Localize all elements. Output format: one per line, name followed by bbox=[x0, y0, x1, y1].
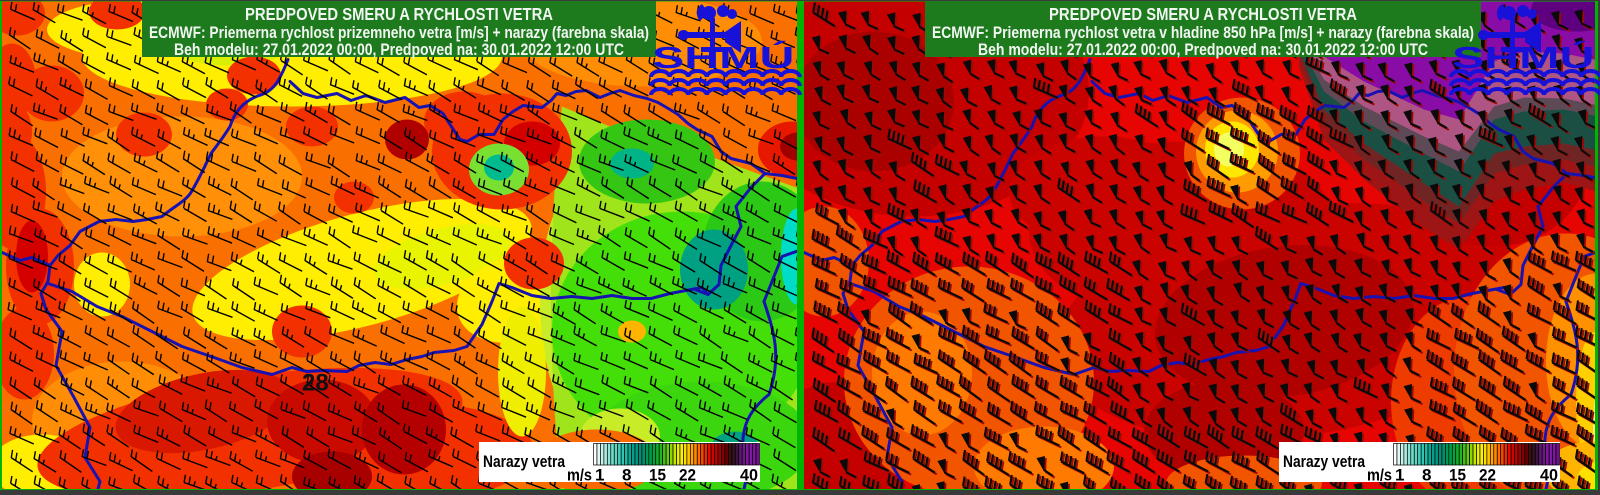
svg-text:15: 15 bbox=[649, 466, 666, 485]
svg-text:ECMWF: Priemerna rychlost vetr: ECMWF: Priemerna rychlost vetra v hladin… bbox=[932, 23, 1474, 42]
svg-text:40: 40 bbox=[740, 466, 758, 485]
svg-text:1: 1 bbox=[595, 466, 604, 485]
svg-text:28: 28 bbox=[302, 370, 329, 397]
svg-text:8: 8 bbox=[622, 466, 631, 485]
svg-text:Beh modelu: 27.01.2022 00:00,: Beh modelu: 27.01.2022 00:00, Predpoved … bbox=[978, 40, 1428, 59]
svg-text:ECMWF: Priemerna rychlost priz: ECMWF: Priemerna rychlost prizemneho vet… bbox=[149, 23, 649, 42]
svg-text:PREDPOVED SMERU A RYCHLOSTI VE: PREDPOVED SMERU A RYCHLOSTI VETRA bbox=[1049, 4, 1357, 24]
svg-text:22: 22 bbox=[679, 466, 696, 485]
svg-text:m/s: m/s bbox=[567, 466, 592, 485]
svg-text:Narazy vetra: Narazy vetra bbox=[483, 452, 565, 471]
svg-text:PREDPOVED SMERU A RYCHLOSTI VE: PREDPOVED SMERU A RYCHLOSTI VETRA bbox=[245, 4, 553, 24]
svg-text:SHMÚ: SHMÚ bbox=[652, 40, 794, 75]
svg-text:Beh modelu: 27.01.2022 00:00,: Beh modelu: 27.01.2022 00:00, Predpoved … bbox=[174, 40, 624, 59]
